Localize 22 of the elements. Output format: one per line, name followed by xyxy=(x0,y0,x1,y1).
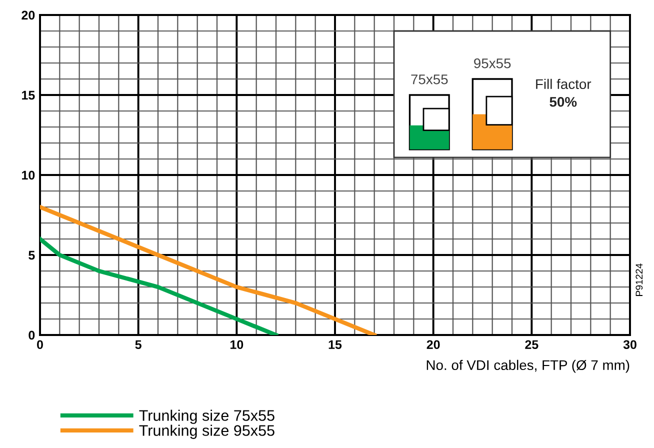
line-series xyxy=(40,236,278,335)
x-tick-label: 20 xyxy=(426,340,440,350)
y-tick-label: 0 xyxy=(28,330,35,340)
annotation: 95x55 xyxy=(474,58,511,68)
y-tick-label: 5 xyxy=(28,250,35,260)
x-tick-label: 0 xyxy=(37,340,43,350)
y-tick-label: 15 xyxy=(22,90,35,100)
x-tick-label: 5 xyxy=(135,340,142,350)
text: P91224 xyxy=(636,264,643,296)
legend-label: Trunking size 95x55 xyxy=(139,424,274,439)
annotation: 75x55 xyxy=(411,74,448,84)
annotation: 50% xyxy=(550,96,577,107)
annotation: Fill factor xyxy=(536,78,592,90)
legend-label: Trunking size 75x55 xyxy=(139,410,274,424)
x-tick-label: 10 xyxy=(230,340,244,350)
line-series xyxy=(40,204,376,335)
x-tick-label: 30 xyxy=(623,340,636,350)
y-tick-label: 10 xyxy=(22,170,35,180)
y-tick-label: 20 xyxy=(22,10,35,20)
x-tick-label: 15 xyxy=(328,340,342,350)
x-tick-label: 25 xyxy=(525,340,538,350)
x-axis-title: No. of VDI cables, FTP (Ø 7 mm) xyxy=(426,360,630,373)
